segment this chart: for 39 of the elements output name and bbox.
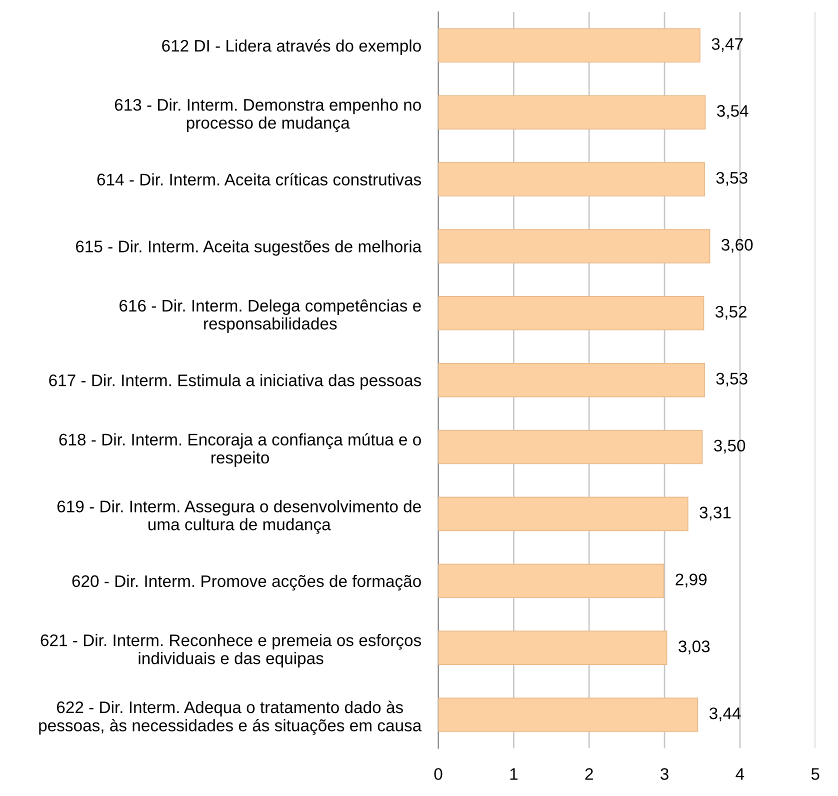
bar	[438, 95, 706, 130]
y-tick-label: 612 DI - Lidera através do exemplo	[162, 39, 421, 56]
data-label: 3,52	[716, 306, 746, 320]
data-label: 3,31	[700, 506, 731, 520]
bar	[438, 28, 700, 63]
data-label: 2,99	[676, 574, 707, 588]
x-tick-label: 2	[585, 768, 593, 780]
data-label: 3,54	[717, 105, 748, 119]
bar	[438, 229, 710, 264]
bar	[438, 162, 705, 196]
x-tick-label: 5	[811, 768, 820, 780]
data-label: 3,53	[716, 372, 748, 387]
bar	[438, 630, 668, 665]
bar	[438, 564, 664, 598]
data-label: 3,03	[678, 640, 710, 654]
y-tick-label: 617 - Dir. Interm. Estimula a iniciativa das pessoas	[49, 374, 422, 390]
x-tick-label: 3	[660, 768, 668, 780]
y-tick-label: 614 - Dir. Interm. Aceita críticas construtivas	[97, 173, 422, 186]
y-tick-label: 618 - Dir. Interm. Encoraja a confiança mútua e o respeito	[59, 433, 421, 467]
y-tick-label: 621 - Dir. Interm. Reconhece e premeia os esforços individuais e das equipas	[40, 634, 422, 668]
data-label: 3,50	[714, 440, 746, 454]
bar	[438, 698, 698, 732]
y-tick-label: 620 - Dir. Interm. Promove acções de formação	[72, 574, 421, 590]
data-label: 3,47	[712, 38, 743, 52]
x-tick-label: 0	[434, 768, 442, 780]
bar	[438, 496, 688, 532]
y-tick-label: 619 - Dir. Interm. Assegura o desenvolvimento de uma cultura de mudança	[57, 500, 421, 534]
x-tick-label: 1	[510, 768, 518, 780]
y-tick-label: 615 - Dir. Interm. Aceita sugestões de melhoria	[76, 240, 422, 256]
data-label: 3,53	[716, 172, 748, 186]
y-tick-label: 613 - Dir. Interm. Demonstra empenho no processo de mudança	[114, 98, 421, 132]
x-tick-label: 4	[736, 768, 744, 780]
bar	[438, 362, 705, 398]
bar	[438, 430, 703, 464]
bar	[438, 296, 704, 330]
y-tick-label: 616 - Dir. Interm. Delega competências e responsabilidades	[120, 299, 421, 333]
data-label: 3,44	[709, 707, 741, 722]
data-label: 3,60	[722, 238, 753, 253]
y-tick-label: 622 - Dir. Interm. Adequa o tratamento dado às pessoas, às necessidades e ás situações em causa	[39, 700, 422, 735]
